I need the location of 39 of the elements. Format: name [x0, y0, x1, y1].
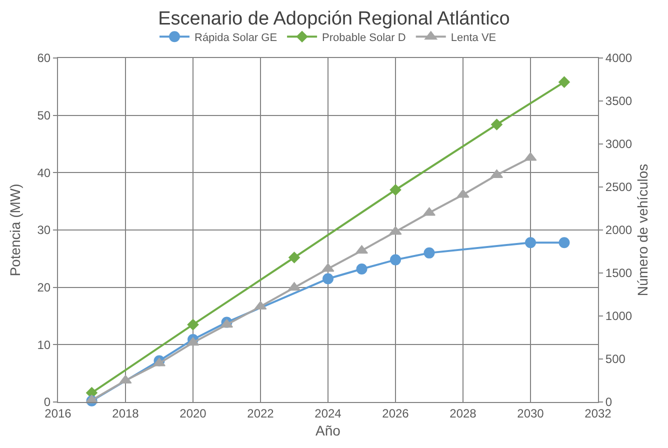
y2-tick-label: 2500: [605, 180, 632, 194]
x-tick-label: 2022: [247, 406, 274, 420]
y-tick-label: 10: [37, 338, 51, 352]
x-tick-label: 2020: [180, 406, 207, 420]
legend-label: Lenta VE: [450, 32, 496, 44]
x-tick-label: 2026: [382, 406, 410, 420]
y2-tick-label: 3500: [605, 94, 632, 108]
y2-tick-label: 4000: [605, 51, 632, 66]
x-axis-title: Año: [316, 422, 341, 439]
point: [525, 237, 536, 248]
y-tick-label: 50: [37, 108, 51, 123]
y-tick-label: 30: [37, 223, 51, 238]
chart-title: Escenario de Adopción Regional Atlántico: [158, 8, 510, 30]
point: [424, 247, 435, 258]
point: [390, 254, 401, 266]
y2-tick-label: 1500: [605, 266, 632, 280]
x-tick-label: 2024: [314, 406, 342, 420]
point: [558, 237, 570, 248]
point: [288, 252, 300, 264]
x-tick-label: 2030: [517, 406, 544, 420]
point: [390, 184, 402, 196]
y2-tick-label: 2000: [605, 223, 632, 238]
y-tick-label: 60: [37, 51, 51, 66]
point: [558, 76, 570, 88]
point: [356, 263, 368, 274]
point: [187, 318, 199, 330]
y2-tick-label: 1000: [605, 309, 632, 324]
x-tick-label: 2018: [112, 406, 140, 420]
y2-axis-title: Número de vehículos: [634, 164, 650, 296]
y-axis-title: Potencia (MW): [7, 184, 23, 276]
legend-label: Probable Solar D: [322, 32, 406, 44]
y2-tick-label: 3000: [605, 137, 632, 152]
point: [322, 273, 334, 284]
legend-label: Rápida Solar GE: [194, 32, 278, 44]
y2-tick-label: 500: [605, 352, 626, 366]
y-tick-label: 40: [37, 166, 51, 180]
y-tick-label: 20: [37, 280, 51, 295]
point: [491, 118, 502, 130]
x-tick-label: 2028: [450, 406, 477, 420]
